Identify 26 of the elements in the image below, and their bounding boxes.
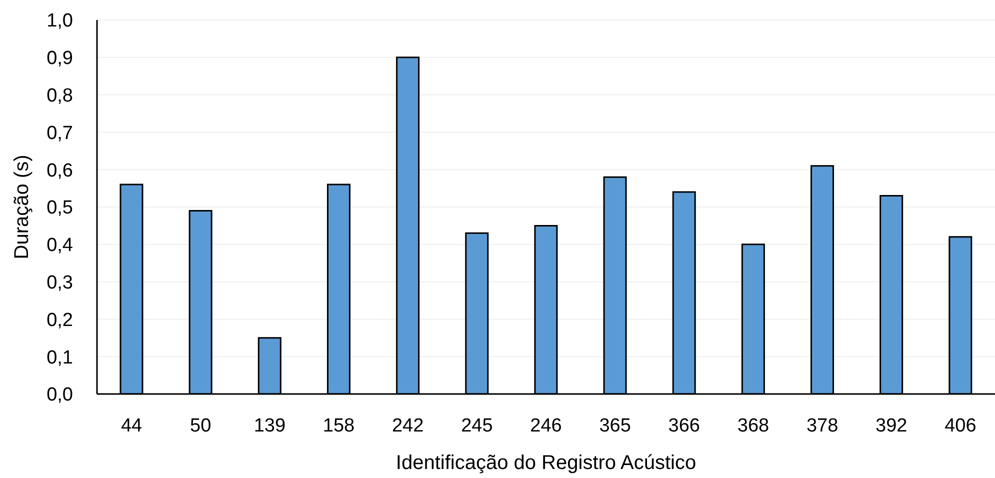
x-tick-label: 245	[461, 415, 493, 436]
x-tick-label: 366	[668, 415, 700, 436]
y-tick-label: 0,6	[46, 160, 73, 182]
y-tick-label: 0,7	[46, 122, 73, 144]
x-tick-label: 365	[599, 415, 631, 436]
y-axis-title: Duração (s)	[11, 154, 33, 260]
y-tick-label: 0,5	[46, 198, 73, 219]
y-tick-label: 0,0	[46, 384, 73, 406]
x-tick-label: 44	[120, 415, 143, 436]
x-tick-label: 242	[392, 415, 424, 436]
x-tick-label: 246	[530, 415, 562, 436]
x-tick-label: 139	[254, 415, 286, 436]
y-tick-label: 0,2	[46, 310, 73, 331]
y-tick-label: 0,3	[46, 272, 73, 294]
x-tick-label: 368	[737, 415, 770, 436]
x-axis-title: Identificação do Registro Acústico	[396, 452, 696, 474]
y-tick-label: 0,4	[46, 235, 74, 256]
y-tick-label: 0,8	[46, 86, 73, 107]
y-tick-label: 1,0	[46, 10, 73, 32]
x-tick-label: 378	[806, 415, 838, 436]
x-tick-label: 406	[944, 415, 976, 436]
y-tick-label: 0,9	[46, 48, 73, 70]
x-tick-label: 392	[876, 415, 908, 436]
x-tick-label: 50	[190, 415, 212, 436]
x-tick-label: 158	[322, 415, 355, 436]
y-tick-label: 0,1	[46, 347, 73, 368]
